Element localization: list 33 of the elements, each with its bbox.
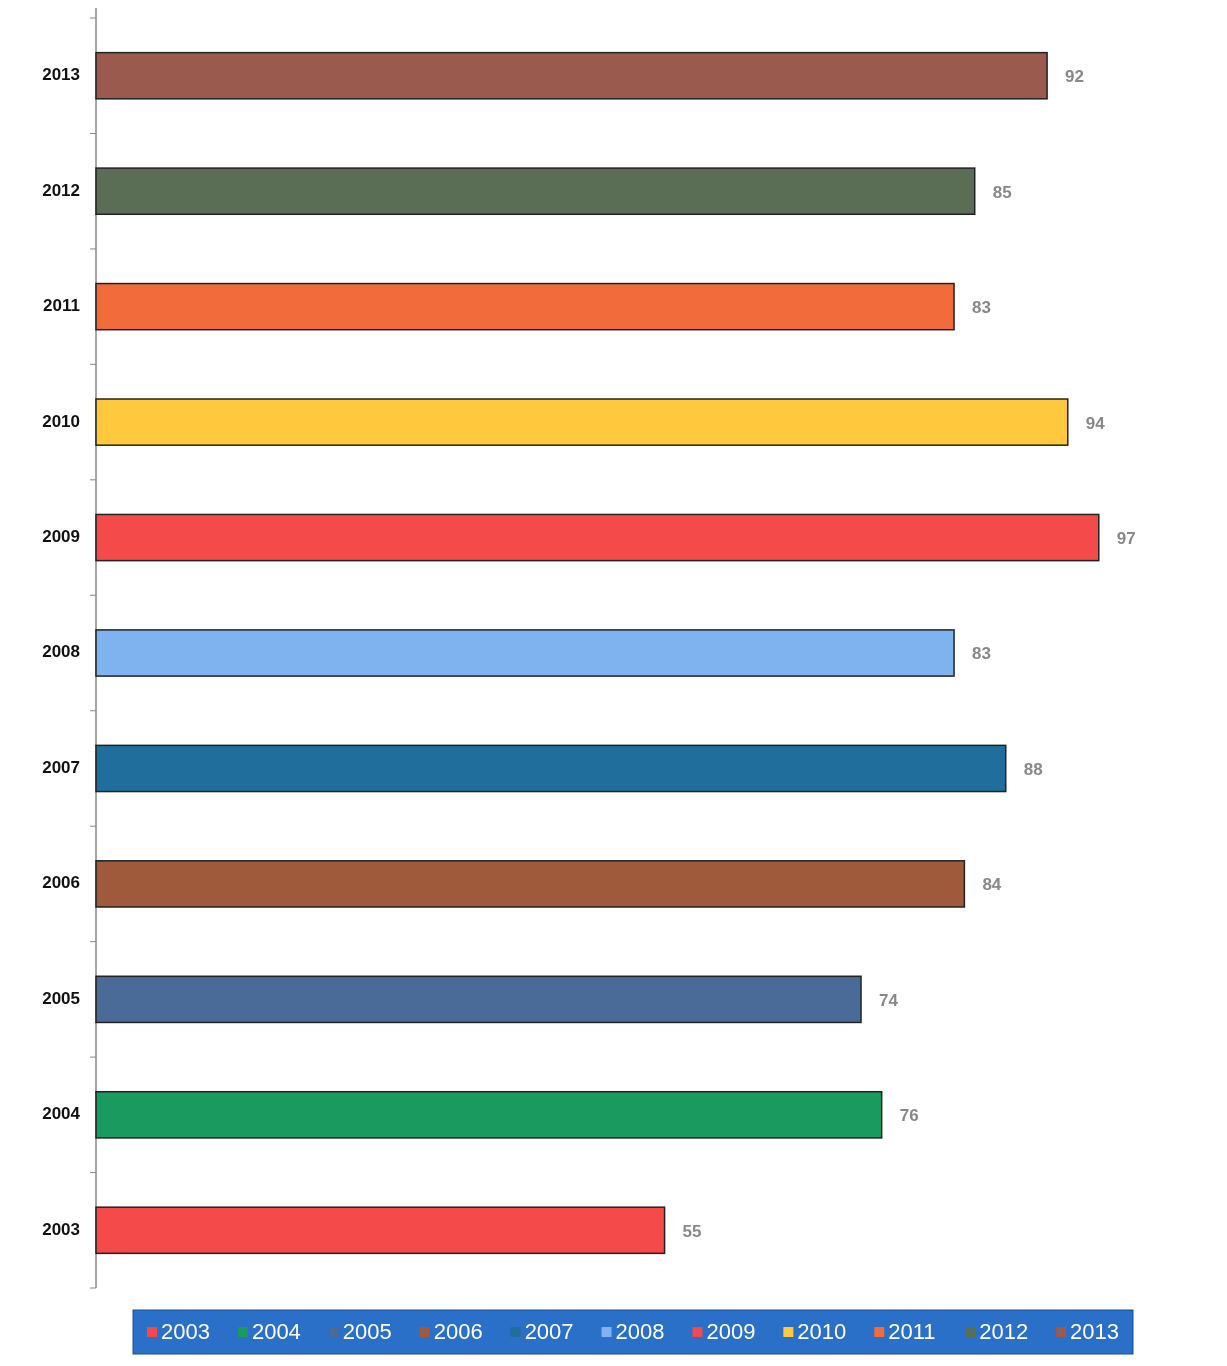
y-tick-label: 2011 xyxy=(43,296,80,316)
data-label: 97 xyxy=(1116,529,1136,549)
legend-label: 2009 xyxy=(706,1318,756,1344)
y-tick-label: 2004 xyxy=(42,1104,81,1124)
legend-label: 2006 xyxy=(433,1318,483,1344)
data-label: 85 xyxy=(992,182,1012,202)
y-tick-label: 2009 xyxy=(42,527,80,547)
data-label: 76 xyxy=(899,1106,919,1126)
legend-label: 2007 xyxy=(524,1318,574,1344)
y-tick-label: 2008 xyxy=(42,642,80,662)
legend-label: 2012 xyxy=(979,1318,1029,1344)
y-tick-label: 2003 xyxy=(42,1219,80,1239)
y-tick-label: 2012 xyxy=(42,180,80,200)
legend-label: 2003 xyxy=(161,1318,210,1344)
legend-label: 2005 xyxy=(342,1318,392,1344)
y-tick-label: 2010 xyxy=(42,411,80,431)
data-label: 92 xyxy=(1065,67,1085,87)
y-tick-label: 2007 xyxy=(42,757,80,777)
legend-label: 2013 xyxy=(1070,1318,1120,1344)
data-label: 94 xyxy=(1085,413,1106,433)
legend-label: 2008 xyxy=(615,1318,665,1344)
y-tick-label: 2013 xyxy=(42,65,80,85)
data-label: 55 xyxy=(682,1221,702,1241)
data-label: 88 xyxy=(1023,759,1043,779)
data-label: 83 xyxy=(972,298,991,318)
legend-label: 2011 xyxy=(888,1318,936,1344)
legend-label: 2010 xyxy=(797,1318,847,1344)
legend-label: 2004 xyxy=(251,1318,301,1344)
y-tick-label: 2006 xyxy=(42,873,80,893)
data-label: 74 xyxy=(879,990,899,1010)
data-label: 84 xyxy=(982,875,1002,895)
data-label: 83 xyxy=(972,644,991,664)
y-tick-label: 2005 xyxy=(42,988,80,1008)
